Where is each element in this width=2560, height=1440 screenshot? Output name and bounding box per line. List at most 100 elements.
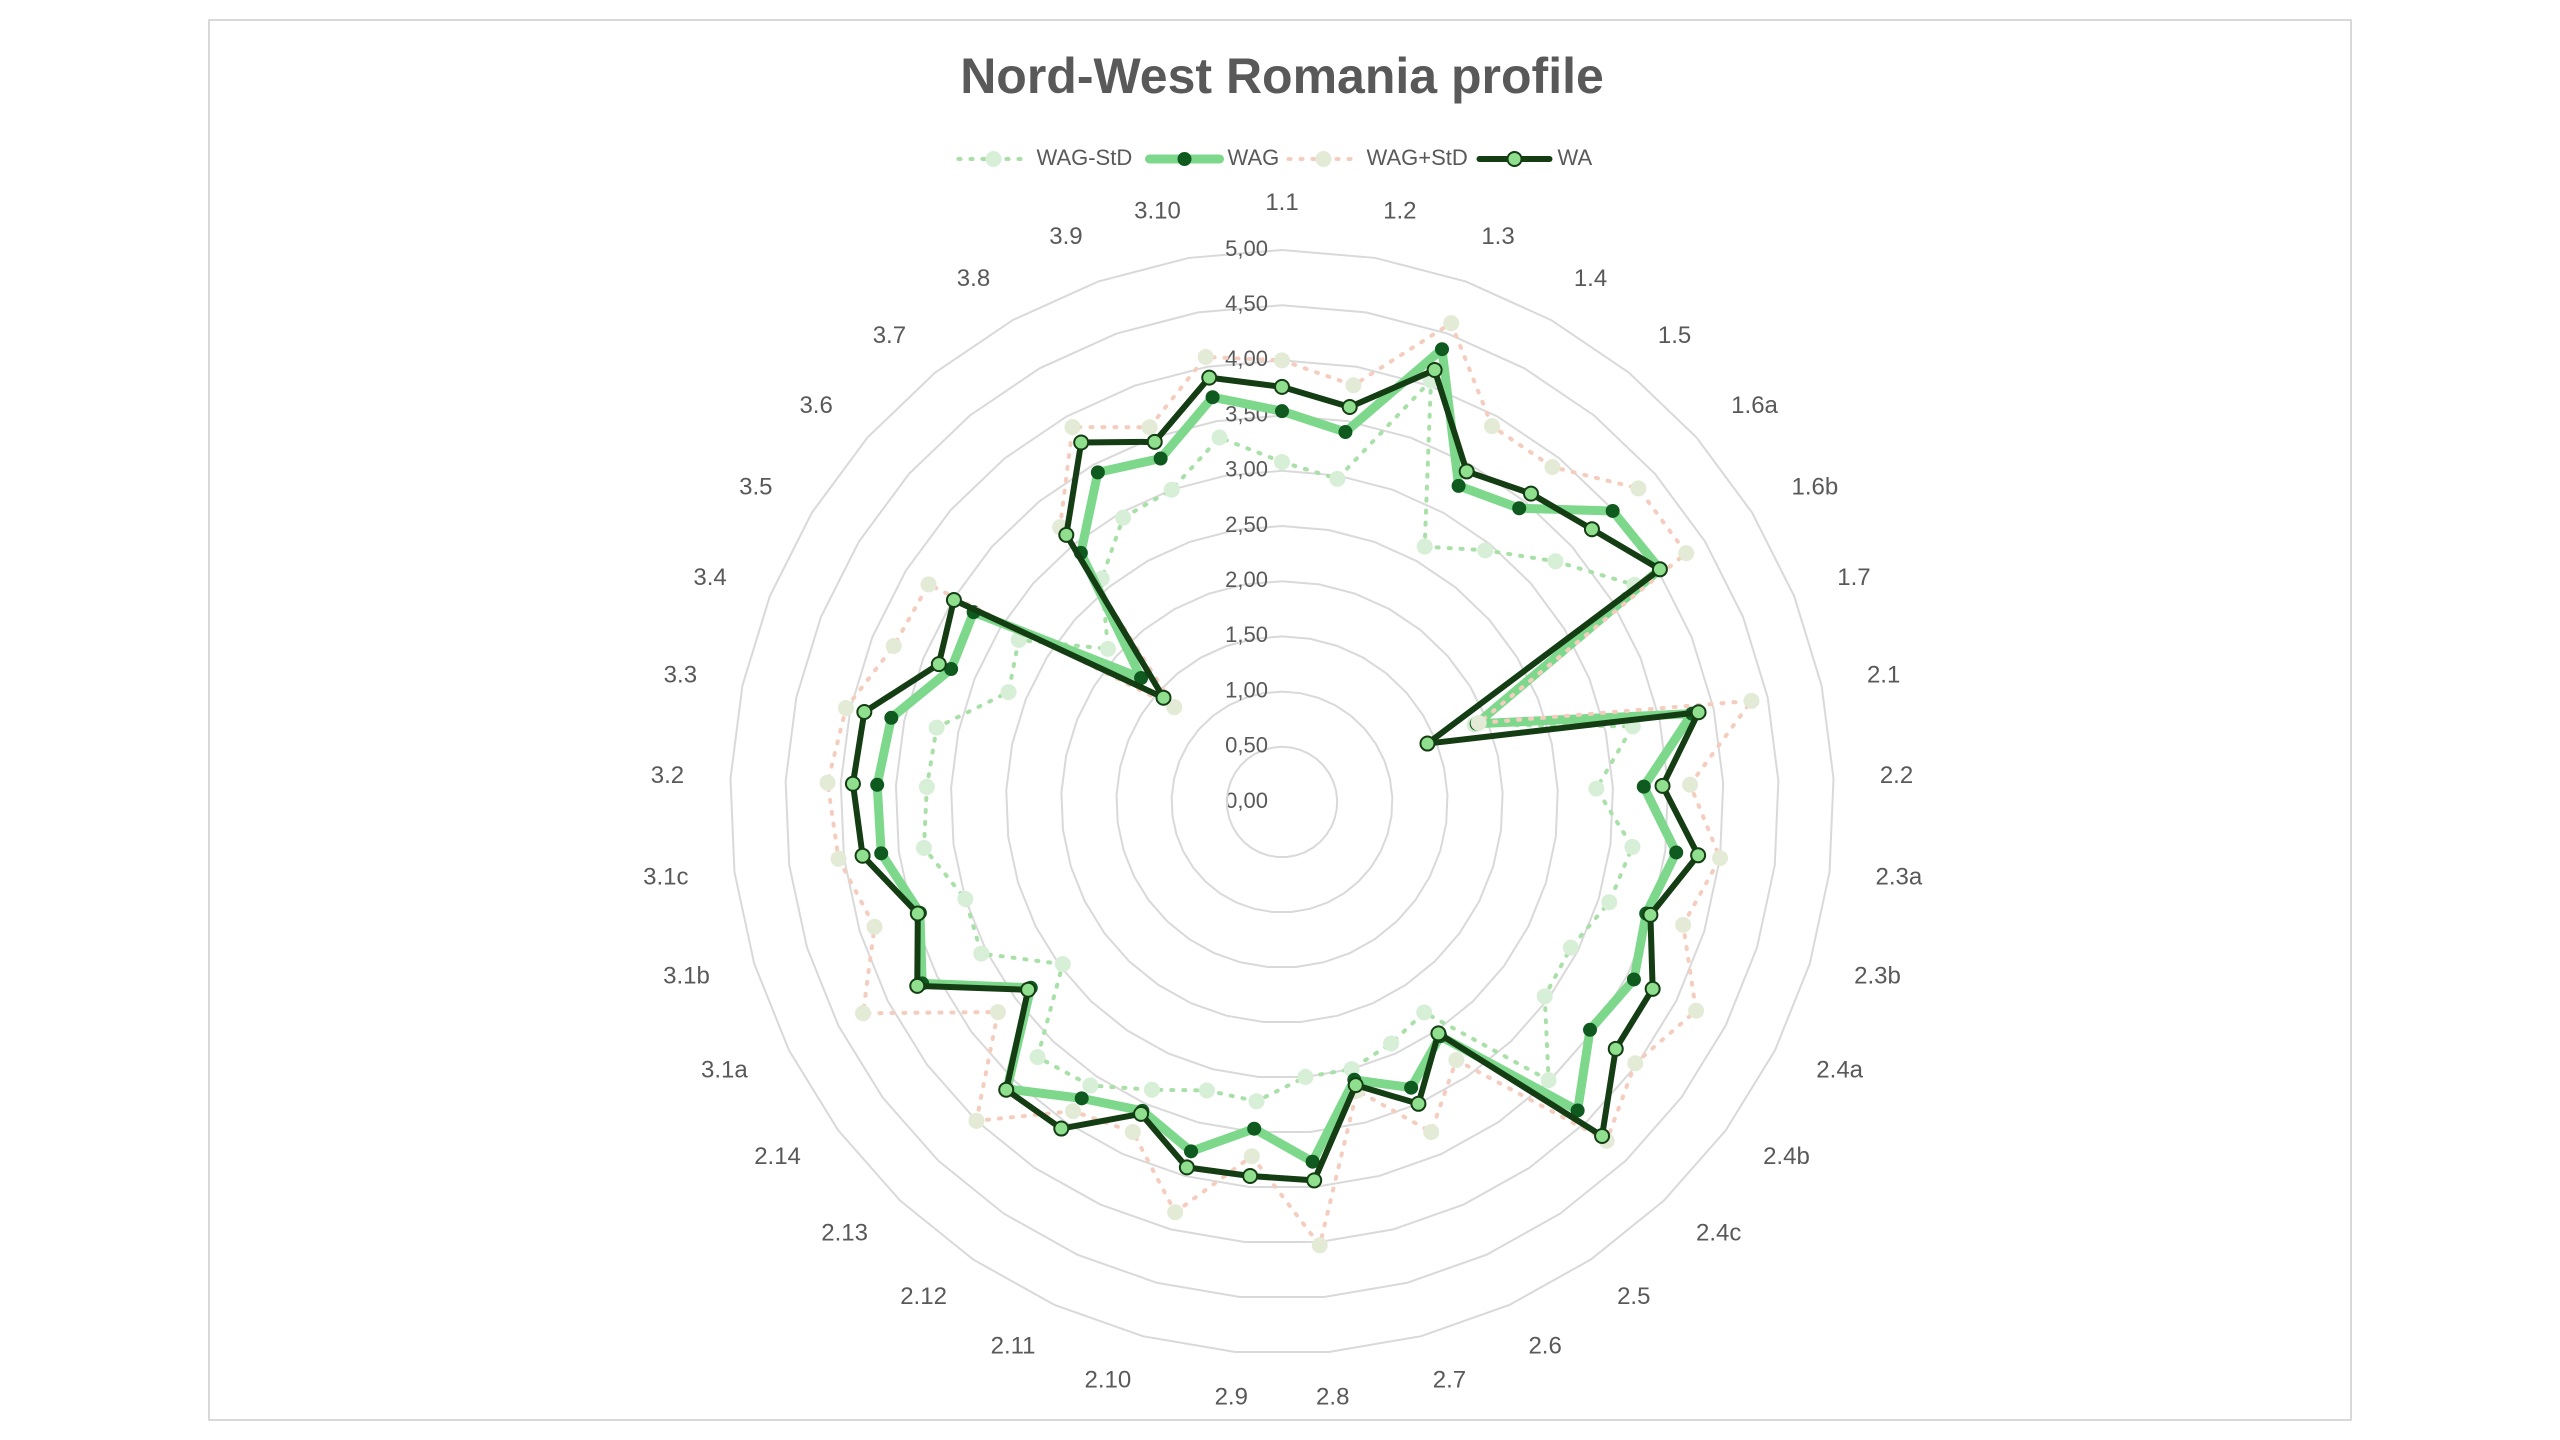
legend-label: WAG — [1228, 145, 1280, 170]
data-point — [1184, 1144, 1199, 1159]
data-point — [1163, 481, 1180, 498]
category-label: 2.4a — [1816, 1057, 1863, 1084]
data-point — [1448, 1051, 1465, 1068]
y-tick-label: 2,50 — [1225, 512, 1268, 537]
data-point — [1562, 939, 1579, 956]
y-tick-label: 4,50 — [1225, 291, 1268, 316]
data-point — [1544, 459, 1561, 476]
data-point — [1743, 692, 1760, 709]
data-point — [1274, 378, 1290, 395]
data-point — [1155, 689, 1172, 706]
legend-marker — [1177, 152, 1192, 166]
legend-marker — [1315, 151, 1332, 167]
data-point — [1688, 1002, 1705, 1019]
data-point — [1410, 1095, 1427, 1112]
category-label: 1.4 — [1574, 265, 1607, 292]
y-tick-label: 2,00 — [1225, 567, 1268, 592]
category-label: 2.3a — [1876, 863, 1923, 890]
data-point — [1458, 463, 1475, 480]
data-point — [1419, 735, 1436, 752]
data-point — [819, 774, 836, 791]
data-point — [1430, 1025, 1447, 1042]
category-label: 1.5 — [1658, 322, 1691, 349]
data-point — [1636, 779, 1651, 794]
data-point — [1065, 1103, 1082, 1120]
data-point — [837, 700, 854, 717]
category-label: 3.1c — [643, 863, 688, 890]
grid-line — [839, 359, 1725, 1244]
data-point — [1690, 704, 1707, 721]
chart-frame — [208, 19, 2352, 1421]
y-tick-label: 0,50 — [1225, 733, 1268, 758]
grid-line — [1170, 690, 1394, 914]
data-point — [1329, 470, 1346, 487]
data-point — [1451, 478, 1466, 493]
category-label: 2.8 — [1316, 1384, 1349, 1411]
data-point — [1594, 1127, 1611, 1144]
category-label: 3.7 — [873, 322, 906, 349]
data-point — [1053, 1120, 1070, 1137]
data-point — [854, 847, 871, 864]
data-point — [928, 719, 945, 736]
data-point — [1242, 1168, 1259, 1185]
data-point — [1583, 1022, 1598, 1037]
data-point — [1153, 451, 1168, 466]
data-point — [1074, 1091, 1089, 1106]
legend-label: WAG+StD — [1367, 145, 1468, 170]
category-label: 2.6 — [1528, 1333, 1561, 1360]
category-label: 3.5 — [739, 474, 772, 501]
data-point — [944, 662, 959, 677]
data-point — [957, 890, 974, 907]
category-label: 2.12 — [900, 1283, 947, 1310]
data-point — [973, 945, 990, 962]
data-point — [1434, 342, 1449, 357]
data-point — [1198, 1082, 1215, 1099]
category-label: 3.6 — [799, 392, 832, 419]
category-label: 2.3b — [1854, 963, 1901, 990]
data-point — [1275, 404, 1289, 419]
data-point — [1601, 894, 1618, 911]
category-label: 2.4b — [1763, 1143, 1810, 1170]
data-point — [1675, 916, 1692, 933]
data-point — [1644, 980, 1661, 997]
data-point — [1020, 981, 1037, 998]
data-point — [1178, 1159, 1195, 1176]
data-point — [1630, 480, 1647, 497]
series-line — [825, 321, 1754, 1248]
grid-line — [729, 248, 1835, 1354]
category-label: 2.4c — [1696, 1219, 1741, 1246]
y-tick-label: 5,00 — [1225, 236, 1268, 261]
data-point — [866, 918, 883, 935]
data-point — [1642, 906, 1659, 923]
data-point — [1345, 377, 1362, 394]
category-label: 2.13 — [821, 1219, 868, 1246]
legend-marker — [1506, 151, 1523, 167]
data-point — [1690, 847, 1707, 864]
y-tick-label: 3,00 — [1225, 457, 1268, 482]
category-label: 2.9 — [1215, 1384, 1248, 1411]
category-label: 2.14 — [754, 1143, 801, 1170]
category-label: 3.10 — [1134, 198, 1181, 225]
data-point — [1443, 315, 1460, 332]
data-point — [1064, 419, 1081, 436]
data-point — [855, 1005, 872, 1022]
category-label: 1.6a — [1731, 392, 1778, 419]
data-point — [1243, 1148, 1260, 1165]
grid-line — [1115, 635, 1449, 969]
data-point — [830, 850, 847, 867]
data-point — [1477, 542, 1494, 559]
data-point — [1682, 776, 1699, 793]
category-label: 3.9 — [1049, 223, 1082, 250]
data-point — [1311, 1237, 1328, 1254]
category-label: 2.5 — [1617, 1283, 1650, 1310]
data-point — [1570, 1103, 1585, 1118]
grid-line — [1225, 745, 1339, 859]
category-label: 2.1 — [1867, 661, 1900, 688]
data-point — [1248, 1093, 1265, 1110]
data-point — [909, 977, 926, 994]
data-point — [1274, 352, 1290, 369]
data-point — [1305, 1154, 1320, 1169]
data-point — [1512, 501, 1527, 516]
data-point — [915, 839, 932, 856]
category-label: 1.6b — [1792, 474, 1839, 501]
